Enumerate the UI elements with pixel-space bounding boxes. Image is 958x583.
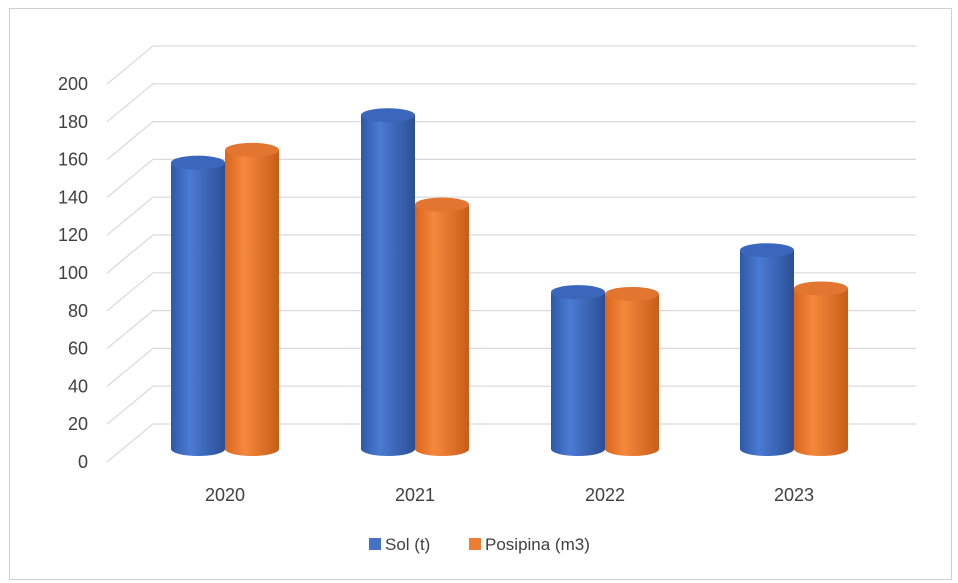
legend: Sol (t) Posipina (m3) [369, 535, 590, 554]
bar-top [794, 281, 848, 296]
y-tick-label: 40 [68, 376, 88, 396]
y-tick-label: 180 [58, 112, 88, 132]
gridline [106, 234, 916, 274]
gridline [106, 310, 916, 350]
bar-posipina-m3--2020 [225, 142, 279, 456]
bar-top [361, 108, 415, 123]
bar-body [551, 292, 605, 456]
gridline [106, 196, 916, 236]
gridline [106, 423, 916, 463]
gridlines [106, 45, 916, 463]
bars [171, 108, 848, 457]
legend-swatch [469, 538, 481, 550]
bar-sol-t--2022 [551, 285, 605, 456]
y-tick-label: 160 [58, 150, 88, 170]
bar-sol-t--2021 [361, 108, 415, 457]
gridline [106, 385, 916, 425]
gridline [106, 83, 916, 123]
x-category-label: 2021 [395, 485, 435, 505]
y-axis: 0 20 40 60 80 100 120 140 160 180 200 [58, 74, 88, 472]
y-tick-label: 20 [68, 414, 88, 434]
bar-body [361, 115, 415, 457]
gridline [106, 272, 916, 312]
y-tick-label: 200 [58, 74, 88, 94]
x-category-label: 2023 [774, 485, 814, 505]
bar-top [605, 286, 659, 301]
bar-top [171, 155, 225, 170]
y-tick-label: 0 [78, 452, 88, 472]
bar-body [415, 204, 469, 456]
gridline [106, 158, 916, 198]
bar-top [740, 243, 794, 258]
gridline [106, 347, 916, 387]
legend-label: Posipina (m3) [485, 535, 590, 554]
y-tick-label: 140 [58, 187, 88, 207]
bar-body [225, 149, 279, 456]
bar-sol-t--2023 [740, 243, 794, 456]
x-category-label: 2020 [205, 485, 245, 505]
y-tick-label: 60 [68, 339, 88, 359]
y-tick-label: 80 [68, 301, 88, 321]
bar-top [225, 142, 279, 157]
bar-top [415, 197, 469, 212]
bar-body [794, 288, 848, 456]
bar-top [551, 285, 605, 300]
bar-posipina-m3--2021 [415, 197, 469, 456]
bar-posipina-m3--2023 [794, 281, 848, 456]
y-tick-label: 100 [58, 263, 88, 283]
gridline [106, 121, 916, 161]
y-tick-label: 120 [58, 225, 88, 245]
bar-posipina-m3--2022 [605, 286, 659, 456]
bar-body [605, 293, 659, 456]
legend-swatch [369, 538, 381, 550]
gridline [106, 45, 916, 85]
bar-body [740, 250, 794, 456]
bar-body [171, 162, 225, 456]
x-category-label: 2022 [585, 485, 625, 505]
x-axis: 2020 2021 2022 2023 [205, 485, 814, 505]
bar-sol-t--2020 [171, 155, 225, 456]
legend-label: Sol (t) [385, 535, 430, 554]
